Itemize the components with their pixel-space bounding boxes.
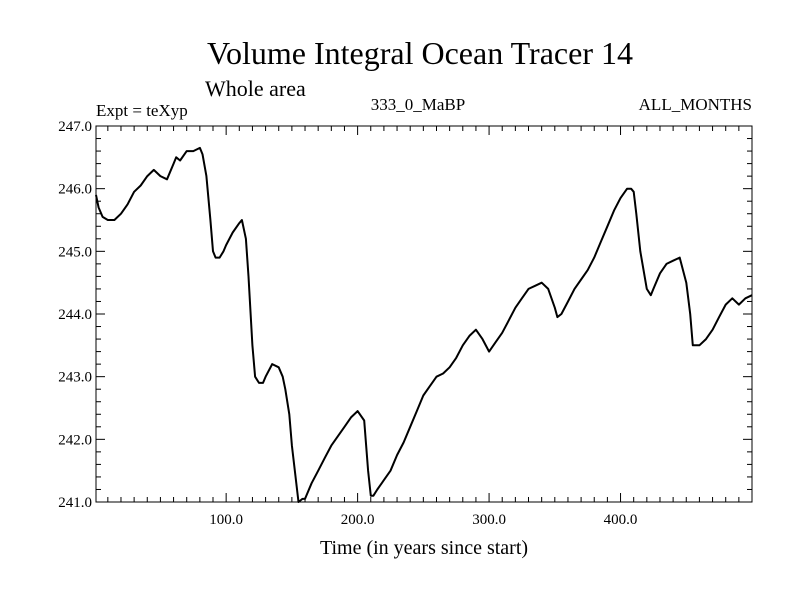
experiment-annotation: Expt = teXyp [96,101,188,120]
chart-title: Volume Integral Ocean Tracer 14 [207,35,633,71]
y-tick-label: 241.0 [58,495,92,511]
x-tick-label: 400.0 [604,512,638,528]
plot-frame [95,125,753,503]
x-tick-label: 200.0 [341,512,375,528]
period-annotation: 333_0_MaBP [371,95,465,114]
y-tick-label: 245.0 [58,244,92,260]
chart-subtitle: Whole area [205,76,306,101]
x-tick-label: 300.0 [472,512,506,528]
y-tick-label: 247.0 [58,119,92,135]
months-annotation: ALL_MONTHS [639,95,752,114]
x-tick-label: 100.0 [209,512,243,528]
y-tick-label: 243.0 [58,370,92,386]
x-axis-label: Time (in years since start) [320,537,528,559]
y-tick-label: 246.0 [58,182,92,198]
series-line [95,146,753,503]
tick-labels: 100.0 200.0 300.0 400.0 241.0 242.0 243.0 244.0… [58,119,637,528]
y-tick-label: 244.0 [58,307,92,323]
axis-ticks [96,126,752,502]
y-tick-label: 242.0 [58,432,92,448]
